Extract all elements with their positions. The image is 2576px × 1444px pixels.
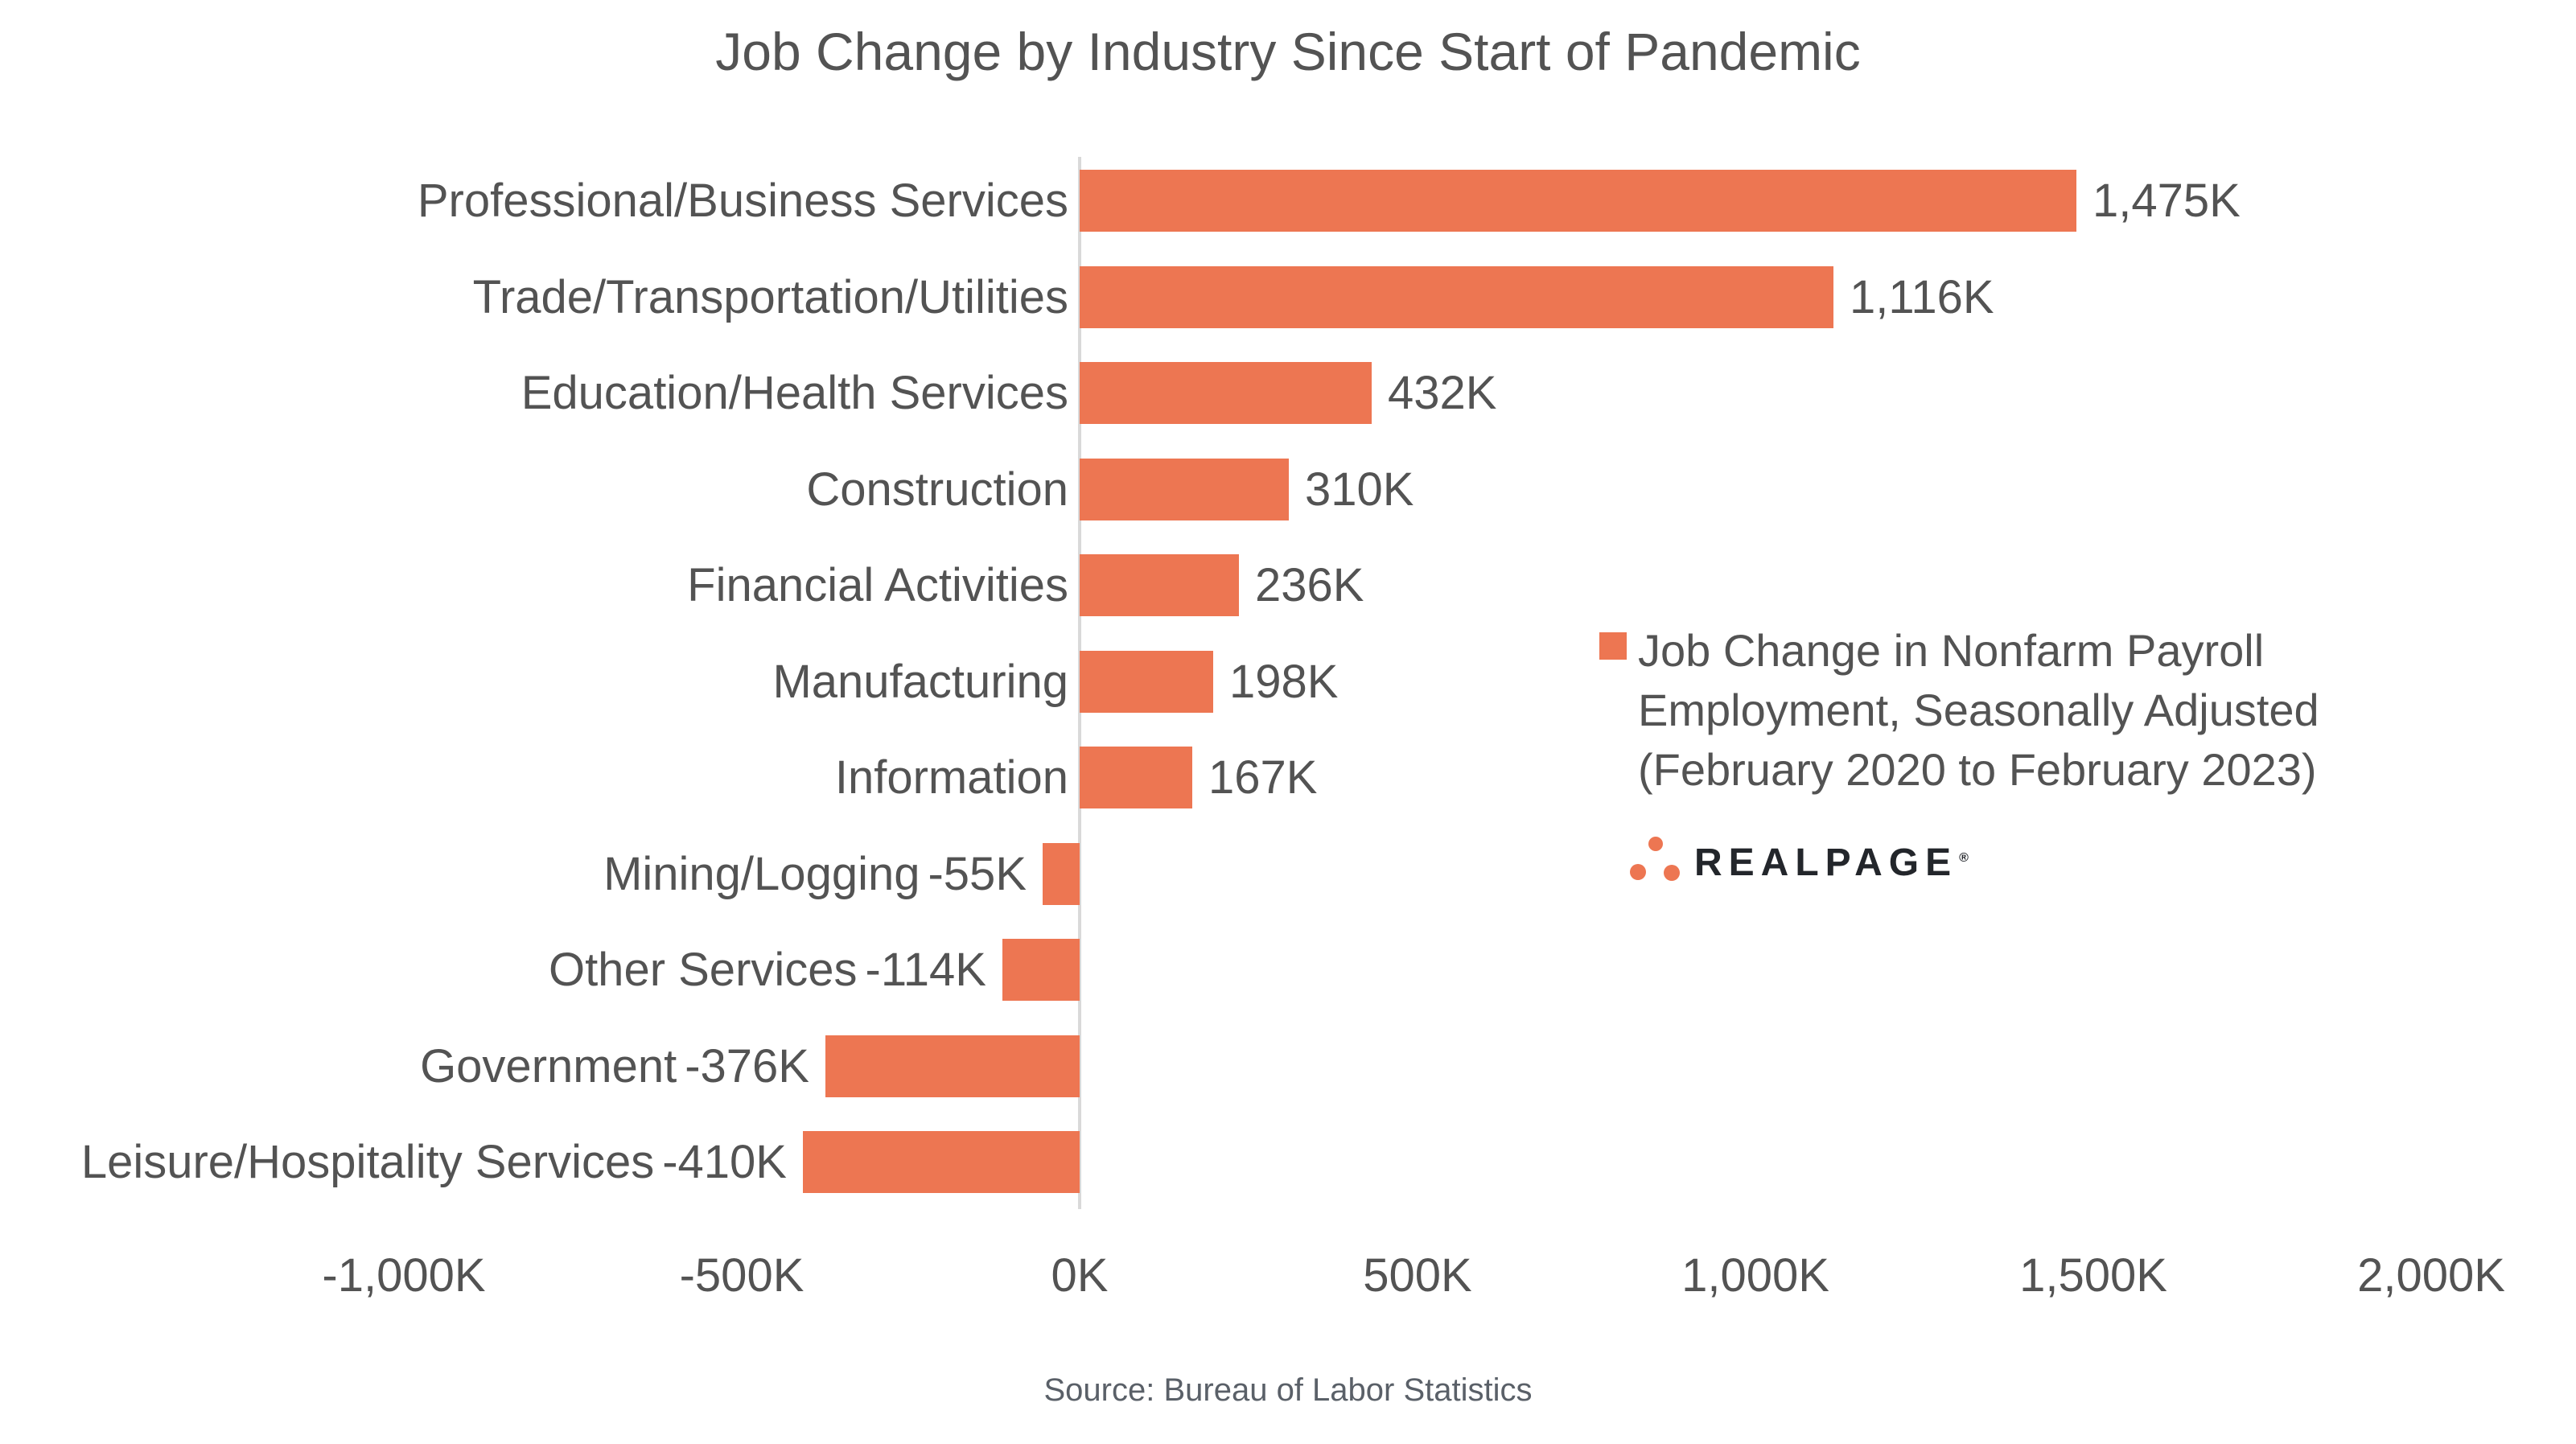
category-label: Government: [420, 1040, 677, 1092]
x-tick-label: 1,500K: [2019, 1249, 2167, 1302]
category-label: Mining/Logging: [603, 848, 920, 900]
x-tick-label: -1,000K: [322, 1249, 486, 1302]
bar: [1002, 939, 1080, 1001]
value-label: -376K: [685, 1040, 809, 1092]
bar: [1080, 554, 1239, 616]
source-note: Source: Bureau of Labor Statistics: [1043, 1372, 1533, 1408]
value-label: 236K: [1255, 559, 1364, 611]
bar: [1080, 170, 2076, 232]
category-and-value-labels: Leisure/Hospitality Services -410K: [81, 1131, 787, 1193]
value-label: 1,116K: [1850, 271, 1994, 323]
category-label: Construction: [806, 463, 1068, 516]
category-label: Professional/Business Services: [417, 175, 1068, 227]
value-label: -410K: [662, 1136, 787, 1188]
bar: [1080, 266, 1833, 328]
value-label: 1,475K: [2092, 175, 2241, 227]
category-label: Financial Activities: [687, 559, 1068, 611]
x-tick-label: 2,000K: [2357, 1249, 2505, 1302]
bar: [1080, 459, 1289, 520]
x-tick-label: 1,000K: [1681, 1249, 1829, 1302]
value-label: -55K: [928, 848, 1027, 900]
realpage-dots-icon: [1630, 837, 1680, 881]
chart-title: Job Change by Industry Since Start of Pa…: [715, 22, 1861, 81]
value-label: 432K: [1388, 367, 1497, 419]
category-label: Leisure/Hospitality Services: [80, 1136, 655, 1188]
realpage-wordmark: REALPAGE ®: [1694, 841, 1975, 884]
legend: Job Change in Nonfarm Payroll Employment…: [1599, 621, 2319, 800]
x-tick-label: 0K: [1051, 1249, 1109, 1302]
category-label: Information: [834, 751, 1068, 804]
bar: [825, 1035, 1080, 1097]
legend-line: Employment, Seasonally Adjusted: [1638, 685, 2319, 735]
value-label: -114K: [865, 944, 986, 996]
value-label: 198K: [1229, 656, 1339, 708]
bar: [1080, 747, 1192, 808]
bar: [1080, 362, 1372, 424]
category-label: Education/Health Services: [521, 367, 1068, 419]
legend-swatch-icon: [1599, 632, 1627, 660]
category-label: Other Services: [548, 944, 858, 996]
value-label: 167K: [1208, 751, 1318, 804]
bar: [1080, 651, 1213, 713]
legend-line: (February 2020 to February 2023): [1638, 744, 2317, 795]
category-label: Trade/Transportation/Utilities: [472, 271, 1068, 323]
x-tick-label: -500K: [679, 1249, 804, 1302]
value-label: 310K: [1305, 463, 1414, 516]
registered-trademark-symbol: ®: [1959, 851, 1975, 865]
category-and-value-labels: Government -376K: [420, 1035, 809, 1097]
bar: [803, 1131, 1080, 1193]
realpage-logo: REALPAGE ®: [1627, 830, 1975, 891]
category-and-value-labels: Other Services -114K: [549, 939, 986, 1001]
legend-line: Job Change in Nonfarm Payroll: [1638, 625, 2265, 676]
legend-label: Job Change in Nonfarm Payroll Employment…: [1638, 621, 2319, 800]
x-tick-label: 500K: [1363, 1249, 1472, 1302]
category-and-value-labels: Mining/Logging -55K: [603, 843, 1027, 905]
category-label: Manufacturing: [772, 656, 1068, 708]
bar: [1043, 843, 1080, 905]
